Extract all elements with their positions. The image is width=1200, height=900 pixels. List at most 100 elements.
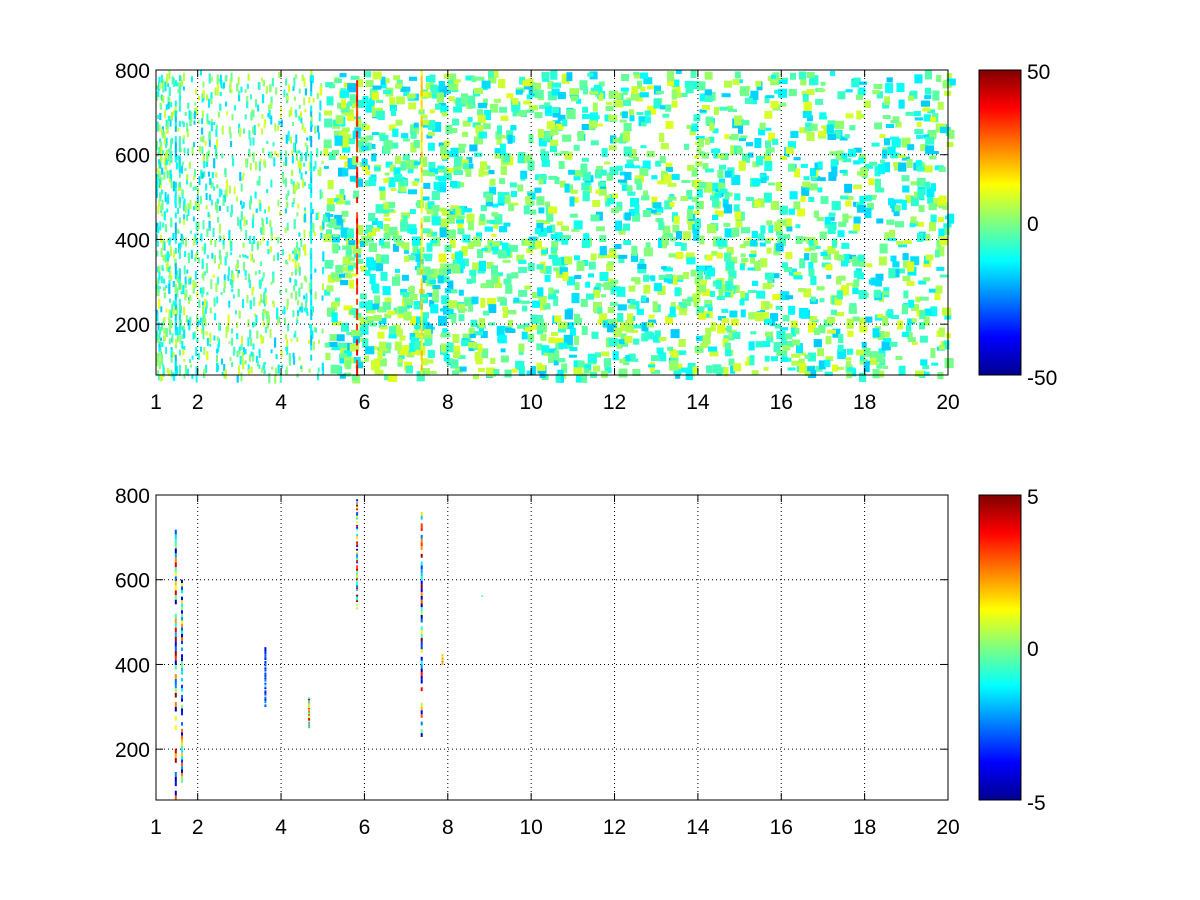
heatmap-cell bbox=[511, 272, 519, 279]
heatmap-cell bbox=[200, 346, 202, 352]
heatmap-cell bbox=[263, 291, 266, 301]
heatmap-cell bbox=[215, 128, 218, 137]
heatmap-cell bbox=[156, 141, 158, 150]
heatmap-cell bbox=[286, 96, 289, 100]
heatmap-cell bbox=[164, 159, 167, 170]
heatmap-cell bbox=[293, 142, 295, 152]
heatmap-cell bbox=[231, 288, 234, 292]
heatmap-cell bbox=[939, 274, 948, 278]
heatmap-cell bbox=[587, 72, 594, 77]
heatmap-cell bbox=[608, 90, 618, 99]
heatmap-cell bbox=[462, 120, 471, 127]
heatmap-cell bbox=[474, 152, 483, 157]
heatmap-cell bbox=[223, 287, 226, 293]
heatmap-cell bbox=[548, 175, 558, 180]
heatmap-cell bbox=[477, 109, 483, 116]
heatmap-cell bbox=[723, 367, 729, 377]
heatmap-cell bbox=[262, 226, 265, 235]
heatmap-cell bbox=[295, 150, 298, 161]
heatmap-cell bbox=[589, 71, 598, 80]
heatmap-cell bbox=[634, 178, 642, 184]
heatmap-cell bbox=[481, 348, 489, 359]
heatmap-cell bbox=[710, 322, 716, 332]
heatmap-cell bbox=[340, 353, 348, 359]
heatmap-cell bbox=[270, 151, 273, 159]
heatmap-cell bbox=[351, 308, 359, 315]
heatmap-cell bbox=[354, 127, 362, 132]
heatmap-cell bbox=[223, 364, 226, 371]
heatmap-cell bbox=[286, 298, 289, 306]
heatmap-cell bbox=[626, 159, 634, 168]
heatmap-cell bbox=[808, 370, 817, 378]
heatmap-cell bbox=[175, 338, 177, 345]
heatmap-cell bbox=[813, 210, 819, 218]
heatmap-cell bbox=[172, 78, 175, 87]
heatmap-cell bbox=[618, 228, 626, 235]
heatmap-cell bbox=[392, 128, 399, 137]
heatmap-cell bbox=[389, 97, 396, 107]
heatmap-cell bbox=[421, 321, 430, 331]
heatmap-cell bbox=[327, 198, 334, 208]
heatmap-cell bbox=[517, 324, 525, 329]
heatmap-cell bbox=[869, 351, 879, 361]
heatmap-cell bbox=[605, 254, 614, 259]
heatmap-cell bbox=[425, 82, 434, 90]
heatmap-cell bbox=[518, 289, 528, 297]
heatmap-cell bbox=[760, 258, 768, 268]
heatmap-cell bbox=[249, 329, 252, 339]
heatmap-cell bbox=[447, 280, 454, 291]
heatmap-cell bbox=[296, 241, 299, 251]
heatmap-cell bbox=[846, 318, 854, 329]
heatmap-cell bbox=[705, 327, 712, 337]
heatmap-cell bbox=[886, 219, 895, 225]
heatmap-cell bbox=[675, 374, 681, 379]
heatmap-cell bbox=[245, 230, 248, 240]
heatmap-cell bbox=[184, 111, 187, 116]
heatmap-cell bbox=[691, 123, 699, 130]
heatmap-cell bbox=[342, 257, 351, 265]
heatmap-cell bbox=[283, 89, 286, 98]
heatmap-cell bbox=[926, 187, 935, 198]
heatmap-cell bbox=[525, 109, 534, 113]
heatmap-cell bbox=[167, 115, 170, 121]
heatmap-cell bbox=[170, 349, 173, 356]
heatmap-cell bbox=[706, 267, 715, 277]
heatmap-cell bbox=[898, 244, 907, 248]
heatmap-cell bbox=[673, 367, 682, 375]
heatmap-cell bbox=[170, 310, 173, 319]
heatmap-cell bbox=[872, 369, 880, 379]
heatmap-cell bbox=[523, 323, 530, 331]
heatmap-cell bbox=[202, 81, 205, 88]
heatmap-cell bbox=[700, 342, 709, 348]
heatmap-cell bbox=[712, 214, 719, 220]
heatmap-cell bbox=[261, 277, 264, 282]
heatmap-cell bbox=[162, 318, 165, 326]
heatmap-cell bbox=[240, 86, 243, 93]
heatmap-cell bbox=[595, 226, 605, 232]
heatmap-cell bbox=[882, 102, 890, 109]
heatmap-cell bbox=[267, 206, 270, 213]
heatmap-cell bbox=[785, 295, 794, 300]
heatmap-cell bbox=[659, 156, 666, 164]
heatmap-cell bbox=[244, 89, 247, 93]
heatmap-cell bbox=[734, 115, 743, 126]
heatmap-cell bbox=[600, 370, 608, 378]
heatmap-cell bbox=[393, 167, 401, 176]
heatmap-cell bbox=[183, 215, 185, 225]
heatmap-cell bbox=[408, 287, 415, 291]
heatmap-cell bbox=[492, 249, 501, 255]
heatmap-cell bbox=[254, 313, 257, 318]
heatmap-cell bbox=[570, 189, 578, 194]
heatmap-cell bbox=[625, 324, 634, 333]
heatmap-cell bbox=[845, 200, 852, 207]
heatmap-cell bbox=[536, 219, 545, 223]
heatmap-cell bbox=[170, 150, 173, 159]
heatmap-cell bbox=[466, 278, 473, 284]
heatmap-cell bbox=[741, 227, 751, 234]
heatmap-cell bbox=[834, 297, 842, 306]
heatmap-cell bbox=[930, 214, 937, 223]
heatmap-cell bbox=[637, 263, 647, 269]
heatmap-cell bbox=[304, 246, 307, 256]
heatmap-cell bbox=[603, 282, 613, 290]
heatmap-cell bbox=[535, 174, 540, 181]
